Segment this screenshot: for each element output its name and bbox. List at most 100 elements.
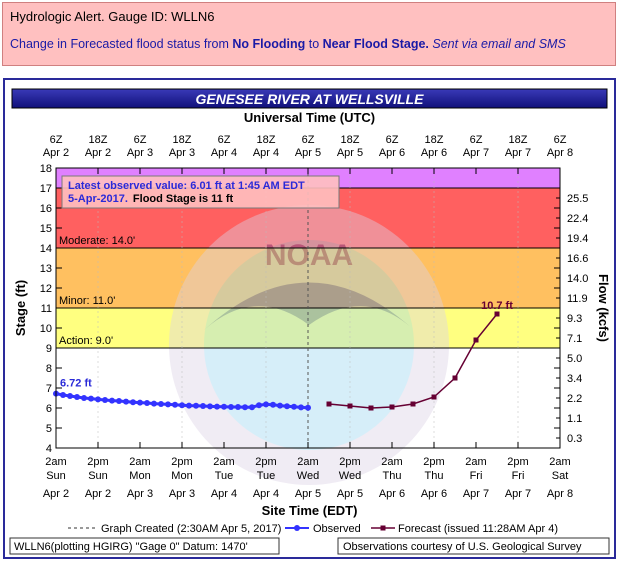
- x-tick-date: Apr 8: [547, 488, 573, 500]
- y2-axis-title: Flow (kcfs): [596, 274, 611, 342]
- observed-point: [214, 403, 220, 410]
- info-box-bg: [61, 175, 340, 209]
- top-tick-label: 6Z: [554, 134, 567, 146]
- y-tick-label: 11: [41, 303, 52, 315]
- x-tick-day: Thu: [383, 470, 402, 482]
- x-tick-day: Sun: [88, 470, 108, 482]
- observed-point: [298, 404, 304, 411]
- y2-tick-label: 22.4: [567, 213, 588, 225]
- alert-sent-via: Sent via email and SMS: [432, 37, 566, 51]
- top-tick-date: Apr 2: [43, 147, 69, 159]
- y-tick-label: 13: [40, 263, 52, 275]
- x-tick-day: Sun: [46, 470, 66, 482]
- observed-point: [270, 401, 276, 408]
- observed-point: [235, 404, 241, 410]
- legend: Graph Created (2:30AM Apr 5, 2017) Obser…: [68, 523, 558, 535]
- observed-point: [291, 403, 297, 410]
- top-tick-label: 6Z: [218, 134, 231, 146]
- forecast-point: [389, 404, 395, 410]
- observed-point: [60, 392, 66, 398]
- alert-mid: to: [305, 37, 323, 51]
- y2-tick-label: 7.1: [567, 333, 582, 345]
- forecast-point: [326, 401, 332, 407]
- legend-forecast-label: Forecast (issued 11:28AM Apr 4): [398, 523, 558, 535]
- flood-zone-label-action: Action: 9.0': [59, 335, 113, 347]
- legend-observed-label: Observed: [313, 523, 361, 535]
- top-tick-label: 18Z: [89, 134, 108, 146]
- y2-tick-label: 1.1: [567, 413, 582, 425]
- y-tick-label: 5: [46, 423, 52, 435]
- top-tick-date: Apr 7: [505, 147, 531, 159]
- observed-point: [242, 404, 248, 411]
- top-tick-label: 18Z: [425, 134, 444, 146]
- observed-point: [74, 394, 80, 400]
- flood-zone-label-minor: Minor: 11.0': [59, 295, 115, 307]
- x-tick-day: Fri: [512, 470, 525, 482]
- alert-message: Change in Forecasted flood status from N…: [10, 37, 566, 51]
- x-tick-date: Apr 2: [85, 488, 111, 500]
- observed-point: [193, 402, 199, 409]
- info-flood-stage: Flood Stage is 11 ft: [133, 193, 234, 205]
- top-tick-date: Apr 7: [463, 147, 489, 159]
- legend-graph-created-label: Graph Created (2:30AM Apr 5, 2017): [101, 523, 281, 535]
- observed-point: [228, 404, 234, 410]
- x-tick-day: Tue: [215, 470, 234, 482]
- x-tick-date: Apr 7: [463, 488, 489, 500]
- top-tick-date: Apr 6: [379, 147, 405, 159]
- y2-tick-label: 16.6: [567, 253, 588, 265]
- top-tick-label: 18Z: [173, 134, 192, 146]
- x-tick-time: 2am: [213, 456, 234, 468]
- y2-tick-label: 9.3: [567, 313, 582, 325]
- forecast-point: [410, 401, 416, 407]
- observed-point: [200, 403, 206, 409]
- observed-point: [207, 403, 213, 410]
- flood-zone-label-moderate: Moderate: 14.0': [59, 235, 135, 247]
- x-tick-day: Mon: [171, 470, 192, 482]
- y-tick-label: 6: [46, 403, 52, 415]
- top-tick-date: Apr 4: [211, 147, 237, 159]
- footer-left-box: [9, 537, 280, 555]
- alert-banner: Hydrologic Alert. Gauge ID: WLLN6 Change…: [2, 2, 616, 66]
- observed-point: [179, 402, 185, 409]
- y-tick-label: 16: [40, 203, 52, 215]
- alert-prefix: Change in Forecasted flood status from: [10, 37, 233, 51]
- observed-point: [256, 402, 262, 409]
- legend-observed-marker: [294, 525, 300, 531]
- x-tick-time: 2am: [45, 456, 66, 468]
- y-tick-label: 9: [46, 343, 52, 355]
- top-tick-label: 6Z: [134, 134, 147, 146]
- x-tick-time: 2am: [129, 456, 150, 468]
- top-tick-date: Apr 6: [421, 147, 447, 159]
- top-tick-date: Apr 3: [169, 147, 195, 159]
- y-tick-label: 10: [40, 323, 52, 335]
- x-tick-date: Apr 7: [505, 488, 531, 500]
- x-tick-date: Apr 6: [421, 488, 447, 500]
- x-tick-date: Apr 5: [337, 488, 363, 500]
- top-tick-label: 6Z: [302, 134, 315, 146]
- alert-to-status: Near Flood Stage.: [322, 37, 429, 51]
- alert-title: Hydrologic Alert. Gauge ID: WLLN6: [10, 9, 215, 24]
- crest-value-label: 10.7 ft: [481, 300, 513, 312]
- observed-point: [221, 403, 227, 410]
- observed-point: [67, 393, 73, 399]
- x-tick-date: Apr 5: [295, 488, 321, 500]
- observed-point: [263, 401, 269, 408]
- footer-courtesy: Observations courtesy of U.S. Geological…: [343, 541, 582, 553]
- top-tick-label: 6Z: [386, 134, 399, 146]
- plot-border: [55, 167, 561, 449]
- x-tick-time: 2pm: [171, 456, 192, 468]
- y2-tick-label: 2.2: [567, 393, 582, 405]
- hydrograph-frame: GENESEE RIVER AT WELLSVILLE Universal Ti…: [3, 78, 616, 559]
- x-tick-time: 2pm: [423, 456, 444, 468]
- observed-point: [158, 401, 164, 407]
- observed-point: [123, 398, 129, 405]
- y2-tick-label: 25.5: [567, 193, 588, 205]
- noaa-seal-bird: [204, 282, 414, 330]
- x-tick-date: Apr 4: [211, 488, 237, 500]
- forecast-point: [368, 405, 374, 411]
- y2-tick-label: 19.4: [567, 233, 588, 245]
- hydrograph-chart: GENESEE RIVER AT WELLSVILLE Universal Ti…: [9, 88, 611, 555]
- observed-point: [102, 397, 108, 403]
- observed-point: [144, 400, 150, 406]
- noaa-seal-text: NOAA: [265, 239, 353, 272]
